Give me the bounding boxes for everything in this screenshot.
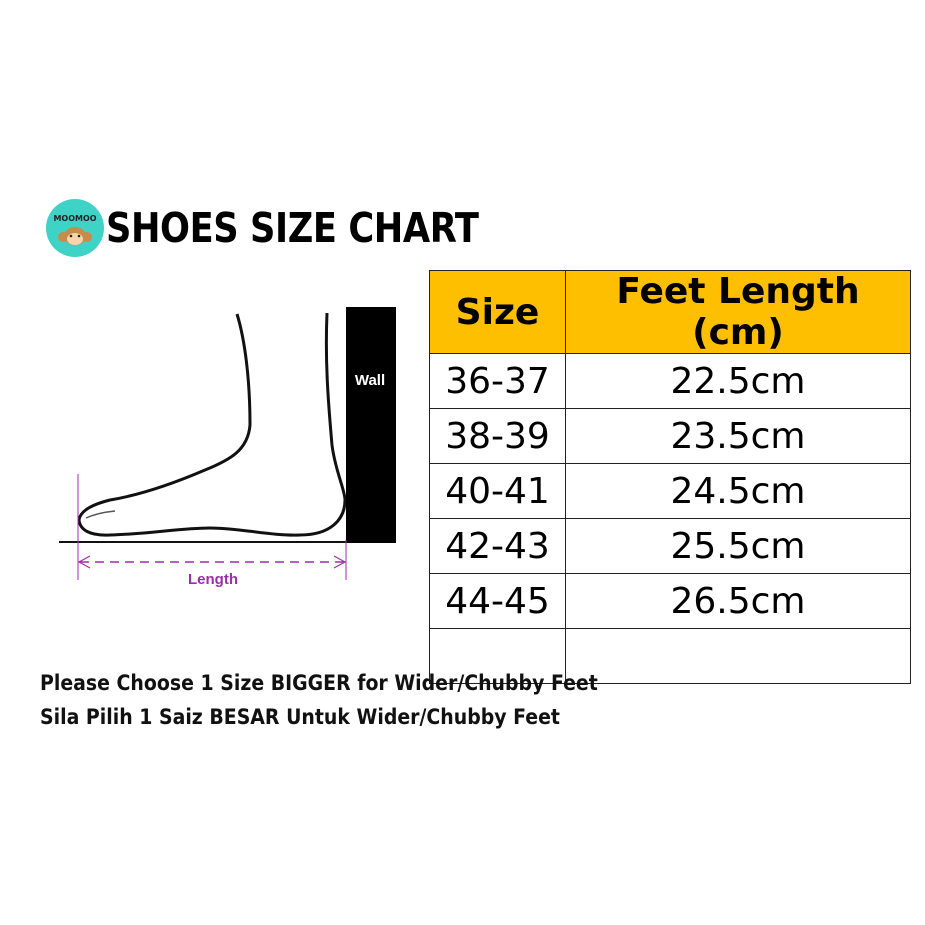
size-cell xyxy=(429,628,566,684)
header-feet-length: Feet Length (cm) xyxy=(565,270,911,354)
page-title: SHOES SIZE CHART xyxy=(106,204,479,252)
wall xyxy=(346,307,396,543)
table-row: 36-37 22.5cm xyxy=(429,353,911,409)
table-header-row: Size Feet Length (cm) xyxy=(429,270,911,354)
length-cell: 25.5cm xyxy=(565,518,911,574)
note-malay: Sila Pilih 1 Saiz BESAR Untuk Wider/Chub… xyxy=(40,705,560,729)
size-cell: 44-45 xyxy=(429,573,566,629)
length-cell: 26.5cm xyxy=(565,573,911,629)
note-english: Please Choose 1 Size BIGGER for Wider/Ch… xyxy=(40,671,598,695)
table-row: 44-45 26.5cm xyxy=(429,573,911,629)
size-cell: 38-39 xyxy=(429,408,566,464)
brand-logo: MOOMOO xyxy=(45,199,105,257)
length-label: Length xyxy=(188,571,238,588)
header-size: Size xyxy=(429,270,566,354)
length-cell: 24.5cm xyxy=(565,463,911,519)
wall-label: Wall xyxy=(355,372,385,389)
foot-outline xyxy=(77,312,347,537)
table-row: 40-41 24.5cm xyxy=(429,463,911,519)
foot-measurement-diagram: Wall Length xyxy=(0,260,420,600)
size-table: Size Feet Length (cm) 36-37 22.5cm 38-39 2… xyxy=(429,270,911,684)
size-cell: 36-37 xyxy=(429,353,566,409)
size-cell: 42-43 xyxy=(429,518,566,574)
table-row: 38-39 23.5cm xyxy=(429,408,911,464)
table-row: 42-43 25.5cm xyxy=(429,518,911,574)
length-cell: 22.5cm xyxy=(565,353,911,409)
table-row-empty xyxy=(429,628,911,684)
svg-text:MOOMOO: MOOMOO xyxy=(53,214,96,223)
length-cell: 23.5cm xyxy=(565,408,911,464)
size-cell: 40-41 xyxy=(429,463,566,519)
length-cell xyxy=(565,628,911,684)
